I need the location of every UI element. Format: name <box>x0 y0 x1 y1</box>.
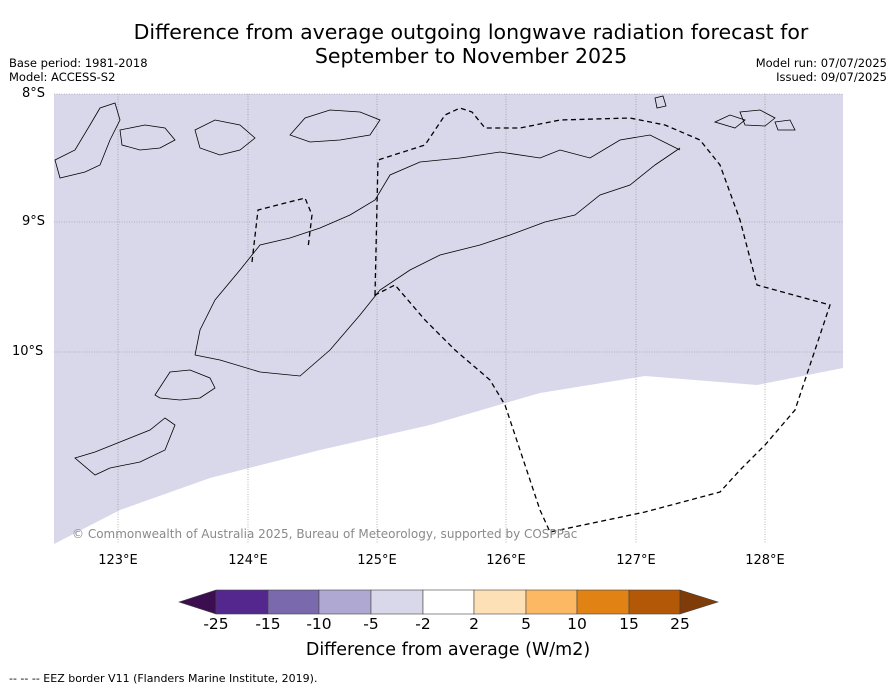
anomaly-fill <box>54 94 843 544</box>
meta-right: Model run: 07/07/2025 Issued: 09/07/2025 <box>756 56 887 84</box>
colorbar-bin-3 <box>318 589 372 615</box>
colorbar-tick: -25 <box>203 615 229 633</box>
lon-label-124e: 124°E <box>228 553 268 568</box>
map-title: Difference from average outgoing longwav… <box>0 20 896 68</box>
colorbar-bin-1 <box>215 589 269 615</box>
colorbar-tick: 5 <box>521 615 531 633</box>
eez-line-inner <box>251 197 313 263</box>
title-line-2: September to November 2025 <box>314 44 628 68</box>
colorbar-tick: -15 <box>255 615 281 633</box>
colorbar-bin-8 <box>576 589 630 615</box>
lon-label-126e: 126°E <box>486 553 526 568</box>
timor-coast-south <box>194 147 681 377</box>
colorbar-tick: -2 <box>415 615 431 633</box>
meta-left: Base period: 1981-2018 Model: ACCESS-S2 <box>9 56 148 84</box>
colorbar-tick: -10 <box>306 615 332 633</box>
lat-label-10s: 10°S <box>12 344 44 359</box>
model-run: Model run: 07/07/2025 <box>755 56 887 70</box>
colorbar-tick: -5 <box>363 615 379 633</box>
graticule <box>54 93 843 544</box>
colorbar-tick: 2 <box>469 615 479 633</box>
colorbar-bin-6 <box>473 589 527 615</box>
colorbar-low-extension <box>178 589 217 615</box>
wetar-coast <box>194 119 256 156</box>
eez-legend-note: -- -- -- EEZ border V11 (Flanders Marine… <box>9 672 318 685</box>
colorbar-bin-2 <box>267 589 320 615</box>
colorbar-tick: 15 <box>619 615 639 633</box>
colorbar-tick: 25 <box>670 615 690 633</box>
flores-coast-2 <box>119 124 176 151</box>
colorbar-label: Difference from average (W/m2) <box>305 640 591 660</box>
flores-coast-1 <box>54 102 121 179</box>
colorbar-tick: 10 <box>567 615 587 633</box>
coastlines <box>54 95 796 476</box>
colorbar-bin-7 <box>525 589 578 615</box>
rote-coast <box>154 369 216 401</box>
colorbar <box>178 589 719 615</box>
base-period: Base period: 1981-2018 <box>9 56 148 70</box>
lat-label-8s: 8°S <box>22 86 46 101</box>
alor-coast <box>289 109 381 143</box>
islets-east <box>654 95 796 131</box>
lon-label-123e: 123°E <box>98 553 138 568</box>
title-line-1: Difference from average outgoing longwav… <box>133 20 809 44</box>
eez-line-main <box>374 107 831 533</box>
issued-date: Issued: 09/07/2025 <box>776 70 887 84</box>
lon-label-125e: 125°E <box>357 553 397 568</box>
eez-borders <box>251 107 831 533</box>
lon-label-128e: 128°E <box>745 553 785 568</box>
colorbar-bin-4 <box>370 589 424 615</box>
lat-label-9s: 9°S <box>22 214 46 229</box>
lon-label-127e: 127°E <box>616 553 656 568</box>
sawu-coast <box>74 417 176 476</box>
timor-coast-north <box>194 134 681 356</box>
colorbar-bin-5 <box>422 589 475 615</box>
colorbar-high-extension <box>679 589 719 615</box>
model-name: Model: ACCESS-S2 <box>9 70 116 84</box>
colorbar-bin-9 <box>628 589 681 615</box>
copyright-notice: © Commonwealth of Australia 2025, Bureau… <box>72 527 578 541</box>
